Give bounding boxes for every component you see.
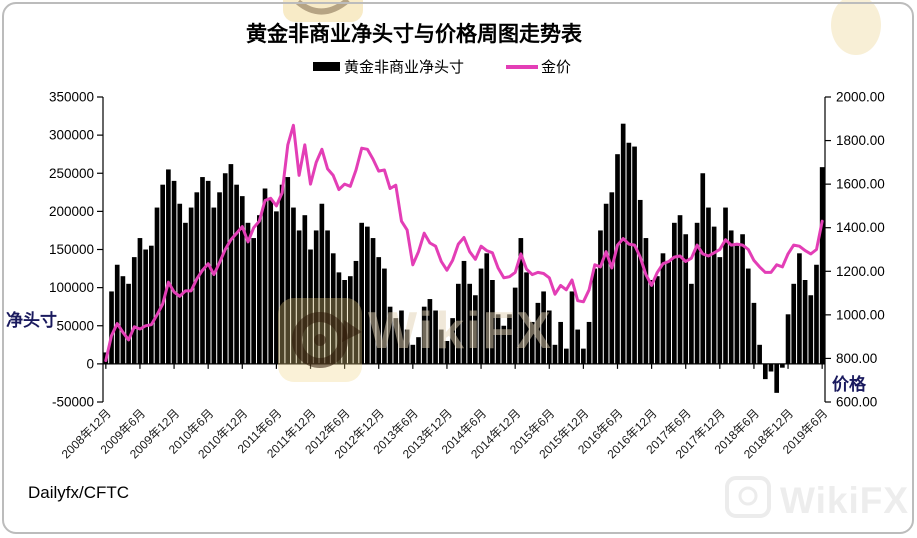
series-gold-price-line <box>104 123 824 363</box>
legend-line-label: 金价 <box>541 59 571 76</box>
watermark-corner-blob <box>831 0 881 55</box>
watermark-bottom-text: WikiFX <box>780 480 909 521</box>
right-axis-title: 价格 <box>832 374 867 395</box>
watermark-center-text: WikiFX <box>368 302 553 360</box>
watermark-top-fragment <box>283 0 363 22</box>
series-net-positions-bars <box>103 123 825 393</box>
legend-bar-swatch <box>313 62 340 71</box>
source-label: Dailyfx/CFTC <box>28 483 129 502</box>
svg-text:2000.00: 2000.00 <box>836 90 885 105</box>
svg-text:1800.00: 1800.00 <box>836 133 885 148</box>
watermark-bottom-right: WikiFX <box>725 476 909 521</box>
legend-bar-label: 黄金非商业净头寸 <box>344 59 464 76</box>
svg-text:350000: 350000 <box>49 90 94 105</box>
svg-text:250000: 250000 <box>49 166 94 181</box>
svg-text:600.00: 600.00 <box>836 395 877 410</box>
chart-title: 黄金非商业净头寸与价格周图走势表 <box>246 21 583 46</box>
svg-text:-50000: -50000 <box>52 395 94 410</box>
svg-text:150000: 150000 <box>49 242 94 257</box>
svg-text:50000: 50000 <box>56 318 94 333</box>
svg-text:1600.00: 1600.00 <box>836 177 885 192</box>
svg-text:1000.00: 1000.00 <box>836 307 885 322</box>
watermark-center: WikiFX <box>278 298 553 382</box>
svg-text:300000: 300000 <box>49 128 94 143</box>
svg-text:800.00: 800.00 <box>836 351 877 366</box>
svg-text:200000: 200000 <box>49 204 94 219</box>
svg-text:100000: 100000 <box>49 280 94 295</box>
legend: 黄金非商业净头寸 金价 <box>313 59 571 76</box>
svg-text:0: 0 <box>86 356 94 371</box>
left-axis-title: 净头寸 <box>6 310 57 331</box>
svg-text:1200.00: 1200.00 <box>836 264 885 279</box>
svg-text:1400.00: 1400.00 <box>836 220 885 235</box>
